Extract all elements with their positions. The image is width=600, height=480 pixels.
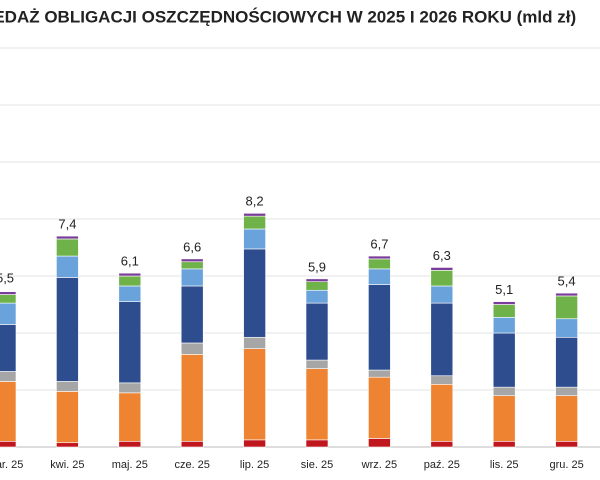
- bar-segment: [118, 382, 142, 394]
- bar-segment: [243, 215, 266, 230]
- bar-segment: [118, 272, 142, 277]
- x-tick-label: cze. 25: [174, 459, 209, 471]
- bar-segment: [492, 301, 516, 305]
- bar-segment: [305, 289, 329, 304]
- x-tick-label: paź. 25: [424, 459, 460, 471]
- bar-segment: [56, 235, 79, 240]
- bar-segment: [305, 439, 329, 448]
- bar-segment: [0, 324, 17, 372]
- bar-segment: [430, 383, 454, 442]
- bar-segment: [56, 238, 79, 257]
- bar-segment: [56, 255, 79, 278]
- total-label: 5,4: [558, 274, 576, 289]
- total-label: 8,2: [246, 194, 264, 209]
- bar-segment: [492, 395, 516, 442]
- bar-segment: [56, 277, 79, 382]
- total-label: 7,4: [58, 217, 76, 232]
- bar-segment: [492, 317, 516, 334]
- bar-segment: [180, 342, 204, 355]
- bar-segment: [56, 442, 79, 448]
- bar-segment: [555, 318, 578, 338]
- bar-segment: [555, 295, 578, 320]
- bar-segment: [430, 267, 454, 271]
- bar-segment: [492, 386, 516, 396]
- bar-segment: [180, 261, 204, 270]
- bar-segment: [118, 301, 142, 384]
- bar-segment: [430, 285, 454, 304]
- bar-segment: [180, 285, 204, 344]
- bar-segment: [180, 258, 204, 263]
- bar-segment: [368, 376, 391, 439]
- bar-segment: [368, 255, 391, 260]
- bar-segment: [305, 278, 329, 283]
- total-label: 6,7: [370, 236, 388, 251]
- bar-segment: [368, 438, 391, 448]
- bar-segment: [118, 440, 142, 448]
- bar-segment: [118, 392, 142, 442]
- bar-segment: [243, 439, 266, 448]
- bar-segment: [0, 302, 17, 325]
- bar-segment: [430, 302, 454, 377]
- bar-segment: [430, 269, 454, 287]
- bar-segment: [180, 268, 204, 287]
- total-label: 6,6: [183, 239, 201, 254]
- bar-segment: [243, 228, 266, 250]
- bar-segment: [243, 213, 266, 217]
- bar-segment: [305, 359, 329, 369]
- bar-segment: [555, 292, 578, 297]
- total-label: 6,3: [433, 248, 451, 263]
- bar-segment: [180, 440, 204, 448]
- bar-segment: [555, 336, 578, 388]
- bar-segment: [56, 391, 79, 444]
- bar-segment: [555, 386, 578, 396]
- total-label: 5,5: [0, 271, 14, 286]
- bar-segment: [368, 284, 391, 371]
- bar-segment: [492, 332, 516, 388]
- bar-segment: [305, 281, 329, 291]
- total-label: 5,1: [495, 282, 513, 297]
- bar-segment: [243, 348, 266, 441]
- x-tick-label: wrz. 25: [361, 459, 397, 471]
- total-label: 5,9: [308, 259, 326, 274]
- bar-segment: [56, 381, 79, 392]
- x-tick-label: lis. 25: [490, 459, 519, 471]
- x-tick-label: sie. 25: [301, 459, 333, 471]
- bar-segment: [118, 285, 142, 302]
- bar-segment: [368, 268, 391, 285]
- bar-segment: [0, 294, 17, 304]
- bar-segment: [180, 354, 204, 442]
- x-tick-label: gru. 25: [549, 459, 583, 471]
- x-tick-label: mar. 25: [0, 459, 23, 471]
- bar-segment: [555, 395, 578, 442]
- bar-segment: [243, 248, 266, 338]
- bar-segment: [555, 440, 578, 448]
- bar-segment: [305, 302, 329, 361]
- bar-segment: [0, 381, 17, 442]
- bar-segment: [368, 258, 391, 270]
- bar-segment: [0, 291, 17, 295]
- chart-title: SPRZEDAŻ OBLIGACJI OSZCZĘDNOŚCIOWYCH W 2…: [0, 7, 576, 26]
- bar-segment: [430, 375, 454, 385]
- bar-segment: [118, 275, 142, 287]
- x-tick-label: maj. 25: [112, 459, 148, 471]
- bar-segment: [0, 440, 17, 448]
- bar-segment: [492, 304, 516, 318]
- bar-segment: [305, 368, 329, 441]
- bar-segment: [492, 440, 516, 448]
- x-tick-label: lip. 25: [240, 459, 269, 471]
- bar-segment: [0, 371, 17, 382]
- total-label: 6,1: [121, 254, 139, 269]
- bar-segment: [243, 336, 266, 349]
- x-tick-label: kwi. 25: [50, 459, 84, 471]
- bar-segment: [430, 440, 454, 448]
- bar-segment: [368, 369, 391, 378]
